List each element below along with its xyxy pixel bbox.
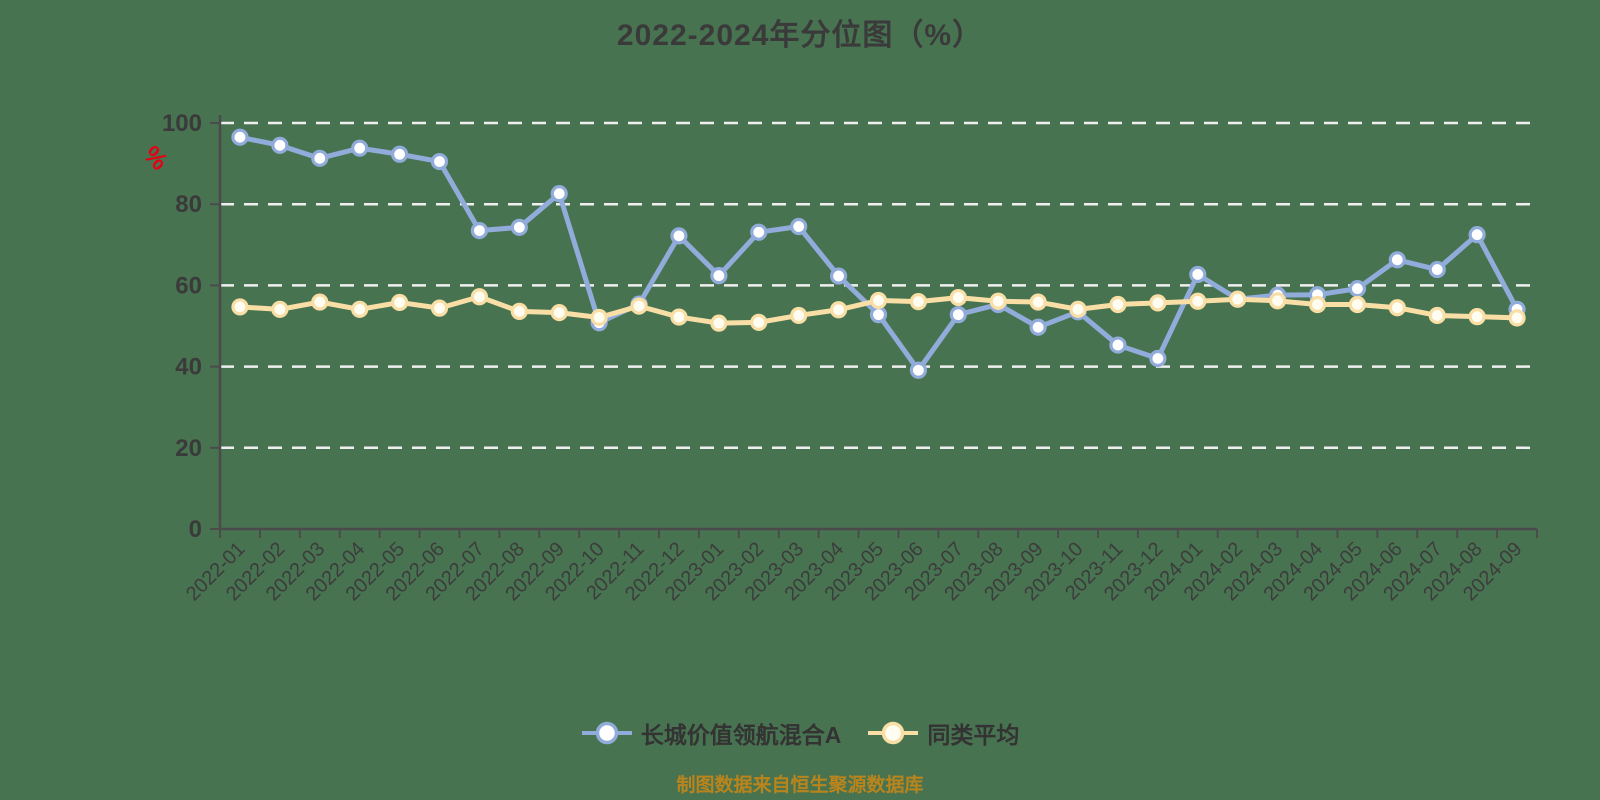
data-point-s1-2024-09[interactable] (1508, 309, 1526, 327)
y-axis-label-80: 80 (175, 191, 202, 218)
chart-legend: 长城价值领航混合A 同类平均 (0, 716, 1600, 750)
series-line-0 (237, 134, 1520, 373)
data-point-s0-2023-04[interactable] (829, 267, 848, 285)
y-axis-label-20: 20 (175, 435, 202, 462)
y-axis-label-60: 60 (175, 272, 202, 299)
data-point-s1-2023-08[interactable] (989, 292, 1007, 310)
data-point-s0-2023-02[interactable] (750, 223, 768, 241)
data-point-s1-2022-11[interactable] (630, 297, 648, 315)
data-point-s1-2024-03[interactable] (1268, 292, 1287, 310)
data-point-s1-2022-05[interactable] (390, 293, 409, 312)
chart-title: 2022-2024年分位图（%） (616, 19, 984, 52)
data-point-s1-2023-10[interactable] (1069, 300, 1087, 318)
data-point-s0-2022-06[interactable] (430, 152, 449, 171)
data-point-s0-2022-09[interactable] (550, 185, 568, 203)
data-point-s0-2022-12[interactable] (670, 227, 688, 245)
data-point-s0-2022-02[interactable] (271, 136, 289, 154)
data-point-s1-2023-01[interactable] (710, 314, 728, 332)
y-axis-label-0: 0 (189, 516, 202, 543)
data-point-s1-2023-03[interactable] (790, 306, 808, 325)
data-point-s0-2022-05[interactable] (390, 145, 409, 163)
y-axis-label-100: 100 (162, 110, 202, 137)
legend-label-fund: 长城价值领航混合A (640, 722, 842, 748)
legend-label-category-average: 同类平均 (927, 722, 1020, 748)
data-point-s0-2024-01[interactable] (1189, 265, 1207, 284)
data-point-s0-2023-09[interactable] (1029, 318, 1047, 336)
data-point-s0-2024-08[interactable] (1468, 226, 1486, 244)
data-point-s0-2023-11[interactable] (1109, 336, 1127, 354)
data-point-s0-2022-07[interactable] (470, 221, 489, 240)
data-point-s1-2024-04[interactable] (1308, 295, 1327, 314)
data-point-s0-2024-07[interactable] (1428, 260, 1446, 279)
data-point-s1-2022-07[interactable] (470, 288, 489, 306)
data-point-s0-2022-03[interactable] (311, 149, 329, 167)
data-point-s0-2023-05[interactable] (869, 306, 888, 324)
data-point-s1-2024-07[interactable] (1428, 306, 1446, 325)
data-point-s1-2023-12[interactable] (1149, 294, 1167, 312)
data-point-s0-2024-06[interactable] (1388, 251, 1406, 269)
data-point-s1-2022-01[interactable] (231, 298, 249, 316)
data-point-s1-2024-05[interactable] (1348, 295, 1367, 314)
data-point-s1-2024-01[interactable] (1189, 292, 1207, 310)
data-point-s1-2022-04[interactable] (351, 300, 369, 318)
data-point-s0-2024-05[interactable] (1348, 280, 1367, 298)
data-point-s1-2022-10[interactable] (590, 308, 608, 327)
data-point-s1-2024-06[interactable] (1388, 299, 1406, 317)
data-point-s1-2024-08[interactable] (1468, 308, 1486, 326)
line-series-icon (581, 721, 632, 745)
line-series-icon (868, 721, 919, 745)
data-point-s1-2023-05[interactable] (869, 291, 888, 310)
data-point-s0-2023-01[interactable] (710, 267, 728, 285)
data-point-s1-2024-02[interactable] (1229, 290, 1247, 308)
data-point-s0-2023-12[interactable] (1149, 349, 1167, 368)
data-point-s1-2023-04[interactable] (829, 301, 848, 319)
data-source-note: 制图数据来自恒生聚源数据库 (676, 775, 924, 796)
data-point-s1-2023-07[interactable] (949, 288, 967, 307)
data-point-s1-2022-03[interactable] (311, 293, 329, 311)
data-point-s1-2022-12[interactable] (670, 308, 688, 326)
y-axis-label-40: 40 (175, 354, 202, 381)
legend-item-fund[interactable]: 长城价值领航混合A (581, 716, 842, 750)
data-point-s1-2022-06[interactable] (430, 299, 449, 317)
data-point-s1-2022-02[interactable] (271, 300, 289, 318)
data-point-s0-2023-06[interactable] (909, 361, 928, 379)
data-point-s0-2022-01[interactable] (231, 128, 249, 146)
data-point-s1-2022-08[interactable] (510, 302, 528, 320)
data-point-s0-2022-08[interactable] (510, 218, 528, 236)
data-point-s0-2023-07[interactable] (949, 306, 967, 324)
data-point-s1-2023-02[interactable] (750, 313, 768, 331)
data-point-s1-2023-06[interactable] (909, 293, 928, 311)
data-point-s0-2022-04[interactable] (351, 139, 369, 157)
data-point-s1-2023-09[interactable] (1029, 293, 1047, 311)
data-point-s1-2022-09[interactable] (550, 304, 568, 322)
legend-item-category-average[interactable]: 同类平均 (867, 716, 1019, 750)
data-point-s0-2023-03[interactable] (790, 217, 808, 236)
data-point-s1-2023-11[interactable] (1109, 295, 1127, 314)
